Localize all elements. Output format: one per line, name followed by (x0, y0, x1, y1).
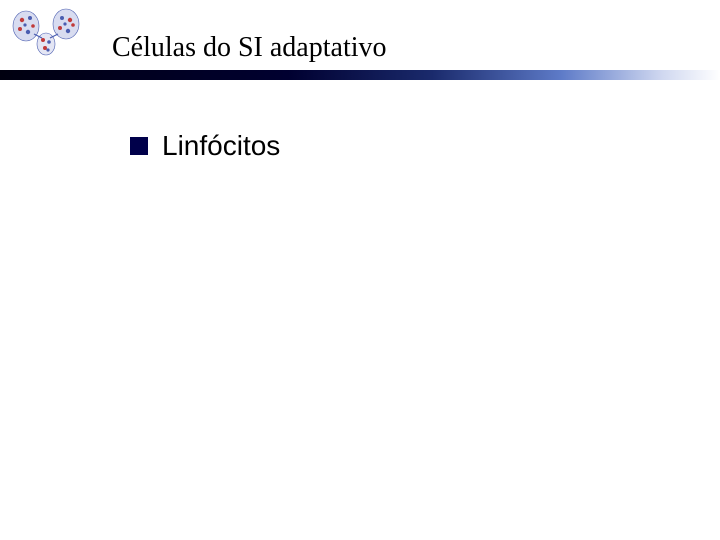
bullet-item: Linfócitos (130, 130, 280, 162)
slide-title: Células do SI adaptativo (112, 32, 387, 64)
slide-header: Células do SI adaptativo (0, 0, 720, 78)
antibody-icon (8, 6, 98, 56)
bullet-marker-icon (130, 137, 148, 155)
title-underline-rule (0, 70, 720, 80)
bullet-text: Linfócitos (162, 130, 280, 162)
slide-body: Linfócitos (130, 130, 280, 162)
